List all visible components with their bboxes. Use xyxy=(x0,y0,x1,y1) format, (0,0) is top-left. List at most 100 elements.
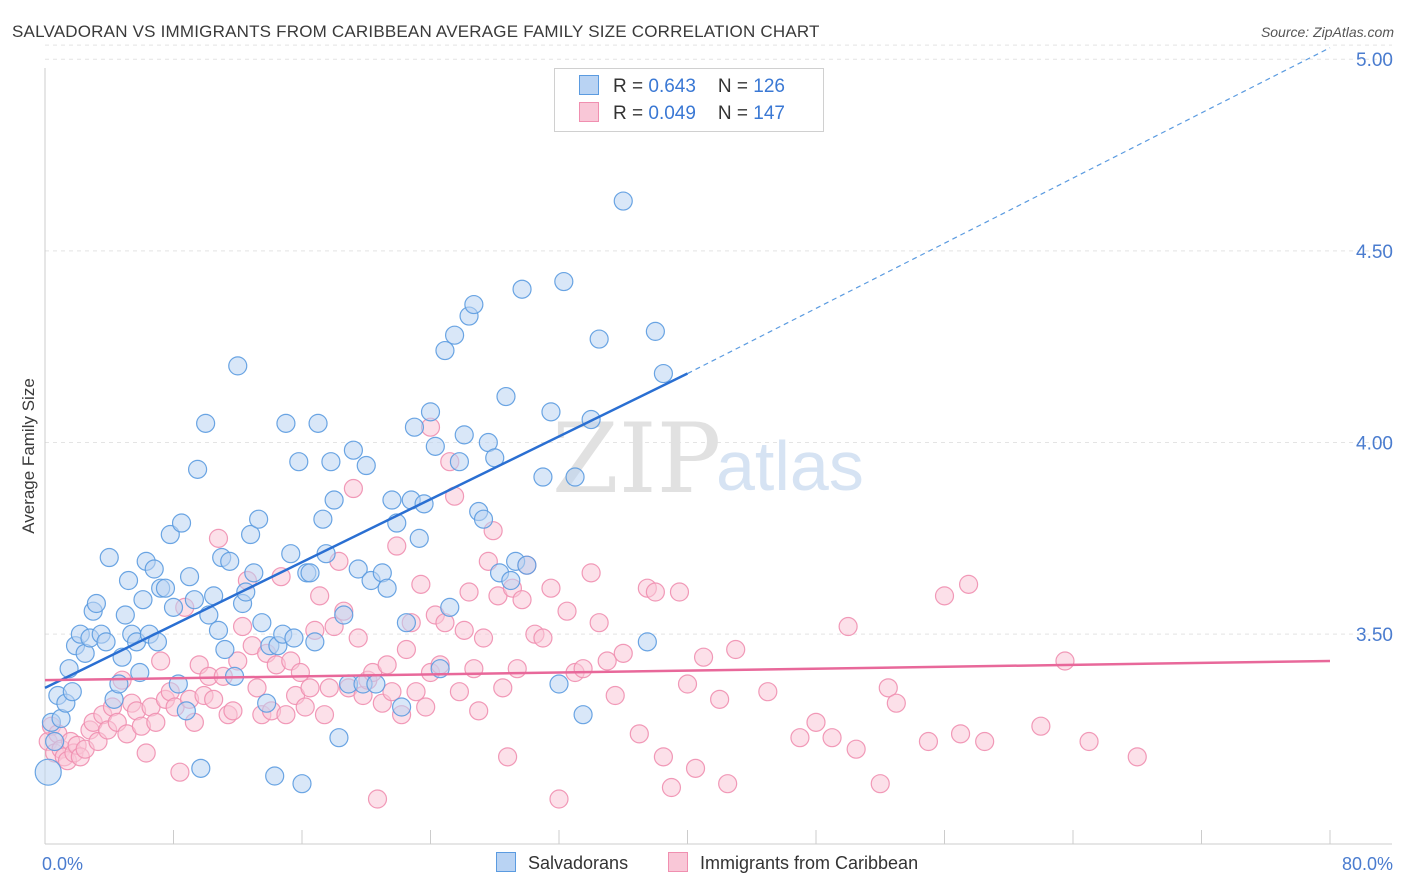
caribbean-trend-line xyxy=(44,659,1331,682)
caribbean-point xyxy=(870,774,890,794)
legend-r-value: 0.643 xyxy=(648,76,696,97)
x-tick-label: 80.0% xyxy=(1342,854,1393,874)
salvadoran-point xyxy=(179,567,200,587)
salvadoran-point xyxy=(184,590,204,610)
salvadoran-point xyxy=(62,682,82,702)
salvadoran-point xyxy=(171,513,192,533)
caribbean-point xyxy=(958,574,979,594)
legend-row-caribbean: R = 0.049 N = 147 xyxy=(579,102,785,125)
salvadoran-point xyxy=(348,559,368,579)
salvadoran-point xyxy=(645,321,665,341)
legend-n-value: 126 xyxy=(753,76,785,97)
bottom-legend-salvadorans: Salvadorans xyxy=(496,852,628,874)
caribbean-point xyxy=(300,678,320,698)
watermark: ZIP atlas xyxy=(552,403,864,515)
legend-swatch-blue xyxy=(579,75,599,95)
salvadoran-point xyxy=(284,628,304,648)
caribbean-point xyxy=(387,536,407,556)
caribbean-point xyxy=(918,731,939,752)
bottom-legend-label: Immigrants from Caribbean xyxy=(700,853,919,873)
caribbean-point xyxy=(975,731,995,752)
caribbean-point xyxy=(204,689,224,709)
salvadoran-trend-extension xyxy=(687,47,1331,375)
salvadoran-point xyxy=(321,452,341,472)
salvadoran-point xyxy=(289,452,309,472)
caribbean-point xyxy=(295,697,315,717)
salvadoran-point xyxy=(187,459,208,479)
salvadoran-point xyxy=(109,674,129,694)
tick-labels: 3.50 4.00 4.50 5.00 0.0% 80.0% xyxy=(42,50,1393,874)
bottom-legend-caribbean: Immigrants from Caribbean xyxy=(668,852,918,874)
y-tick-label: 4.00 xyxy=(1356,434,1393,455)
caribbean-point xyxy=(629,724,649,744)
caribbean-point xyxy=(276,705,296,725)
caribbean-point xyxy=(549,789,569,809)
caribbean-point xyxy=(790,728,810,748)
caribbean-point xyxy=(1055,651,1075,671)
caribbean-point xyxy=(541,578,561,598)
salvadoran-point xyxy=(473,509,494,529)
caribbean-point xyxy=(406,682,426,702)
salvadoran-point xyxy=(208,620,229,640)
salvadoran-point xyxy=(292,774,312,794)
legend-row-salvadorans: R = 0.643 N = 126 xyxy=(579,75,785,98)
caribbean-point xyxy=(454,620,474,640)
caribbean-point xyxy=(208,528,229,548)
y-tick-label: 3.50 xyxy=(1356,625,1393,646)
caribbean-point xyxy=(478,551,498,571)
watermark-zip: ZIP xyxy=(552,403,721,515)
caribbean-point xyxy=(232,616,253,637)
salvadoran-point xyxy=(265,766,285,786)
salvadoran-point xyxy=(329,728,349,748)
caribbean-point xyxy=(645,582,665,602)
legend-r-label: R = xyxy=(613,76,649,97)
salvadoran-point xyxy=(300,563,320,583)
salvadoran-point xyxy=(313,509,333,529)
caribbean-point xyxy=(416,697,436,717)
caribbean-point xyxy=(726,639,746,660)
chart-title: SALVADORAN VS IMMIGRANTS FROM CARIBBEAN … xyxy=(12,22,820,41)
salvadoran-point xyxy=(414,494,434,514)
caribbean-point xyxy=(367,789,388,809)
caribbean-point xyxy=(710,689,730,709)
salvadoran-point xyxy=(541,402,561,422)
salvadoran-point xyxy=(163,597,184,617)
salvadoran-point xyxy=(196,413,216,433)
salvadoran-point xyxy=(533,467,553,487)
caribbean-point xyxy=(934,586,955,606)
caribbean-point xyxy=(533,628,553,648)
y-tick-label: 4.50 xyxy=(1356,242,1393,263)
caribbean-point xyxy=(613,643,633,663)
salvadoran-point xyxy=(420,402,441,422)
salvadoran-point xyxy=(257,693,277,713)
caribbean-point xyxy=(669,582,690,602)
caribbean-point xyxy=(310,586,330,606)
caribbean-point xyxy=(661,777,682,798)
salvadoran-point xyxy=(573,705,593,725)
caribbean-point xyxy=(449,682,470,702)
salvadoran-point xyxy=(404,417,425,437)
salvadoran-point xyxy=(252,613,272,633)
caribbean-point xyxy=(151,651,171,671)
salvadoran-point xyxy=(356,455,376,476)
salvadoran-point xyxy=(334,605,354,625)
caribbean-point xyxy=(846,739,866,759)
salvadoran-point xyxy=(220,551,240,571)
caribbean-point xyxy=(838,616,858,637)
caribbean-point xyxy=(1127,747,1147,767)
salvadoran-point xyxy=(228,356,248,376)
caribbean-point xyxy=(1031,716,1051,736)
y-axis-label: Average Family Size xyxy=(19,378,38,534)
caribbean-point xyxy=(581,563,601,583)
salvadoran-point xyxy=(409,528,429,548)
salvadoran-point xyxy=(396,613,417,633)
caribbean-point xyxy=(806,712,826,732)
correlation-legend: R = 0.643 N = 126 R = 0.049 N = 147 xyxy=(554,68,824,132)
caribbean-point xyxy=(507,659,527,679)
caribbean-point xyxy=(693,647,714,667)
caribbean-point xyxy=(396,639,417,660)
caribbean-point xyxy=(677,674,698,694)
salvadoran-point xyxy=(133,590,153,610)
caribbean-point xyxy=(136,743,156,763)
salvadoran-point xyxy=(653,363,674,384)
